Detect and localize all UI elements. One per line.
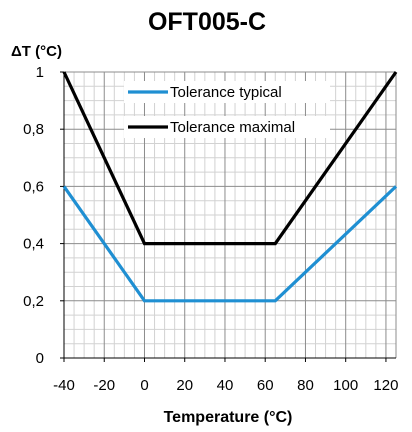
x-tick-label: -40 xyxy=(53,377,75,394)
x-tick-label: 80 xyxy=(297,377,314,394)
x-tick-label: 0 xyxy=(140,377,148,394)
x-axis-label: Temperature (°C) xyxy=(164,409,293,426)
y-tick-label: 0 xyxy=(36,350,44,367)
series-lines xyxy=(62,71,398,303)
y-tick-label: 0,4 xyxy=(23,236,44,253)
x-tick-label: 120 xyxy=(373,377,398,394)
y-tick-label: 0,8 xyxy=(23,121,44,138)
x-tick-label: -20 xyxy=(93,377,115,394)
y-tick-label: 1 xyxy=(36,64,44,81)
grid xyxy=(63,71,397,359)
legend-label: Tolerance typical xyxy=(170,84,282,101)
legend-label: Tolerance maximal xyxy=(170,119,295,136)
y-tick-label: 0,2 xyxy=(23,293,44,310)
x-tick-label: 40 xyxy=(217,377,234,394)
legend-background xyxy=(124,81,330,103)
axes xyxy=(63,72,396,359)
legend-background xyxy=(124,116,330,138)
x-tick-label: 100 xyxy=(333,377,358,394)
series-line-maximal xyxy=(62,71,398,246)
y-axis-label: ΔT (°C) xyxy=(11,43,62,60)
chart-title: OFT005-C xyxy=(148,8,266,36)
y-tick-label: 0,6 xyxy=(23,178,44,195)
x-tick-label: 60 xyxy=(257,377,274,394)
tick-labels: -40 -20 0 20 40 60 80 100 120 0 0,2 0,4 0,6 0,8 1 xyxy=(23,64,398,394)
x-tick-label: 20 xyxy=(176,377,193,394)
legend: Tolerance typical Tolerance maximal xyxy=(124,81,330,138)
series-line-typical xyxy=(62,185,398,303)
